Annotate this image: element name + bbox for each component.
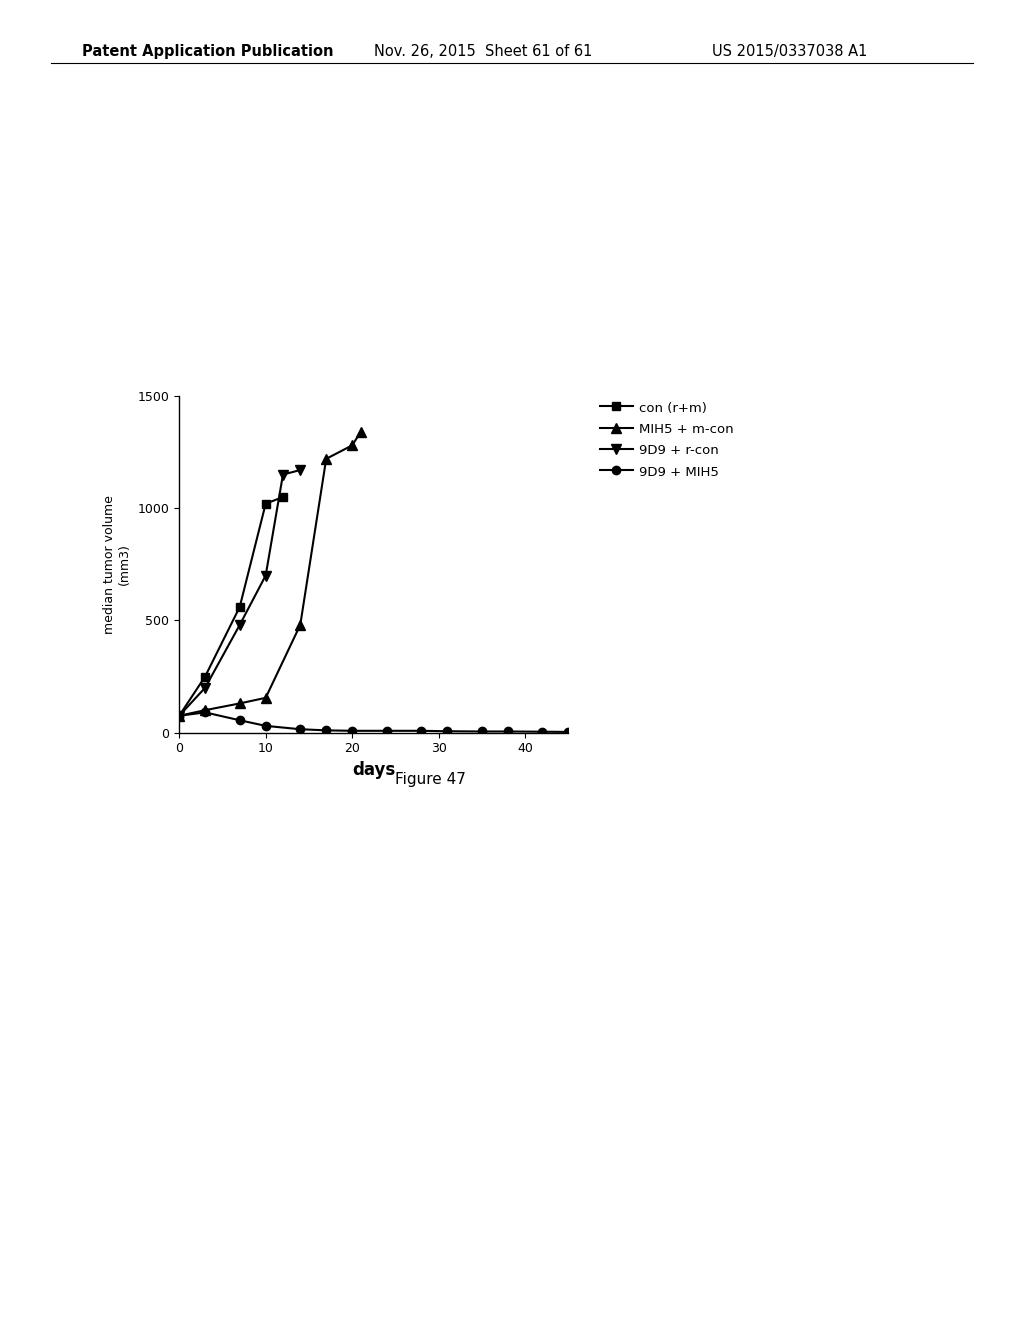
con (r+m) <box>259 496 271 512</box>
9D9 + MIH5 <box>562 723 574 739</box>
9D9 + MIH5 <box>259 718 271 734</box>
9D9 + MIH5 <box>199 705 211 721</box>
con (r+m) <box>173 708 185 723</box>
Line: MIH5 + m-con: MIH5 + m-con <box>174 428 366 721</box>
con (r+m) <box>199 668 211 684</box>
9D9 + MIH5 <box>441 723 454 739</box>
Line: 9D9 + r-con: 9D9 + r-con <box>174 465 305 721</box>
9D9 + MIH5 <box>294 721 306 737</box>
Text: Figure 47: Figure 47 <box>394 772 466 787</box>
9D9 + MIH5 <box>476 723 488 739</box>
MIH5 + m-con <box>354 424 367 440</box>
9D9 + MIH5 <box>381 723 393 739</box>
9D9 + MIH5 <box>321 722 333 738</box>
X-axis label: days: days <box>352 760 395 779</box>
9D9 + r-con <box>173 708 185 723</box>
Text: Nov. 26, 2015  Sheet 61 of 61: Nov. 26, 2015 Sheet 61 of 61 <box>374 44 592 58</box>
MIH5 + m-con <box>199 702 211 718</box>
Y-axis label: median tumor volume
(mm3): median tumor volume (mm3) <box>102 495 131 634</box>
Text: US 2015/0337038 A1: US 2015/0337038 A1 <box>712 44 867 58</box>
Text: Patent Application Publication: Patent Application Publication <box>82 44 334 58</box>
9D9 + MIH5 <box>537 723 549 739</box>
9D9 + r-con <box>233 616 246 632</box>
Legend: con (r+m), MIH5 + m-con, 9D9 + r-con, 9D9 + MIH5: con (r+m), MIH5 + m-con, 9D9 + r-con, 9D… <box>594 396 739 484</box>
9D9 + MIH5 <box>233 713 246 729</box>
con (r+m) <box>276 490 289 506</box>
MIH5 + m-con <box>173 708 185 723</box>
MIH5 + m-con <box>259 690 271 706</box>
9D9 + MIH5 <box>173 708 185 723</box>
MIH5 + m-con <box>321 451 333 467</box>
9D9 + MIH5 <box>346 723 358 739</box>
9D9 + r-con <box>294 462 306 478</box>
Line: 9D9 + MIH5: 9D9 + MIH5 <box>175 709 572 737</box>
9D9 + MIH5 <box>415 723 427 739</box>
9D9 + r-con <box>199 680 211 696</box>
9D9 + r-con <box>276 467 289 483</box>
Line: con (r+m): con (r+m) <box>175 492 287 719</box>
con (r+m) <box>233 599 246 615</box>
9D9 + r-con <box>259 568 271 583</box>
MIH5 + m-con <box>233 696 246 711</box>
MIH5 + m-con <box>346 437 358 453</box>
MIH5 + m-con <box>294 616 306 632</box>
9D9 + MIH5 <box>502 723 514 739</box>
